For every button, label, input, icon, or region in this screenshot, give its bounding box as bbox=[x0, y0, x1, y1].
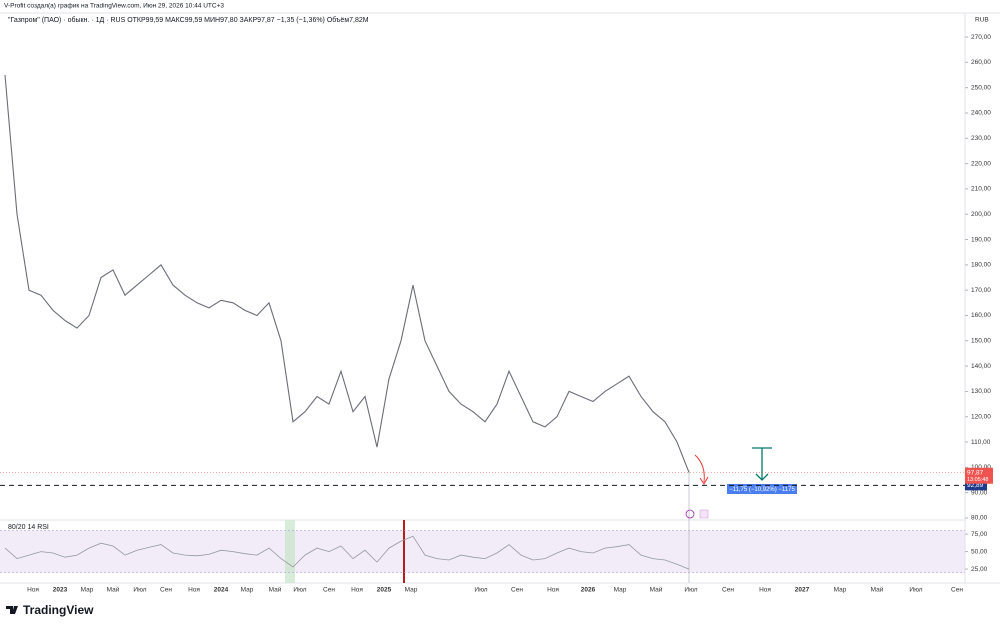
y-tick-label: 25,00 bbox=[971, 566, 988, 573]
y-tick-label: 150,00 bbox=[971, 338, 991, 345]
y-tick-label: 170,00 bbox=[971, 287, 991, 294]
x-tick-label: Ноя bbox=[27, 587, 39, 594]
x-tick-label: Сен bbox=[951, 587, 963, 594]
y-tick-label: 75,00 bbox=[971, 531, 988, 538]
y-tick-label: 80,00 bbox=[971, 515, 988, 522]
y-tick-label: 180,00 bbox=[971, 262, 991, 269]
x-tick-label: Май bbox=[107, 586, 120, 594]
x-tick-label: Ноя bbox=[188, 587, 200, 594]
brand-logo bbox=[6, 606, 18, 614]
y-tick-label: 200,00 bbox=[971, 211, 991, 218]
x-tick-label: 2027 bbox=[795, 587, 810, 594]
x-tick-label: Июл bbox=[684, 587, 697, 594]
x-tick-label: 2025 bbox=[377, 587, 392, 594]
y-tick-label: 220,00 bbox=[971, 160, 991, 167]
legend: "Газпром" (ПАО) · обыкн. · 1Д · RUS ОТКР… bbox=[8, 16, 369, 24]
measure-arrow bbox=[752, 447, 772, 481]
x-tick-label: Мар bbox=[405, 587, 418, 594]
x-tick-label: Мар bbox=[81, 587, 94, 594]
brand: TradingView bbox=[23, 603, 94, 617]
x-tick-label: Июл bbox=[909, 587, 922, 594]
x-tick-label: Мар bbox=[241, 587, 254, 594]
x-tick-label: 2024 bbox=[214, 587, 229, 594]
y-tick-label: 120,00 bbox=[971, 413, 991, 420]
x-tick-label: Сен bbox=[722, 587, 734, 594]
x-tick-label: Ноя bbox=[547, 587, 559, 594]
highlight-band bbox=[285, 520, 295, 583]
y-tick-label: 250,00 bbox=[971, 84, 991, 91]
y-tick-label: 240,00 bbox=[971, 110, 991, 117]
x-tick-label: Ноя bbox=[759, 587, 771, 594]
y-tick-label: 270,00 bbox=[971, 34, 991, 41]
x-tick-label: Сен bbox=[160, 587, 172, 594]
y-tick-label: 260,00 bbox=[971, 59, 991, 66]
y-tick-label: 90,00 bbox=[971, 489, 988, 496]
x-tick-label: 2026 bbox=[581, 587, 596, 594]
attribution: V-Profit создал(а) график на TradingView… bbox=[4, 3, 224, 10]
last-price-label: 97,87 bbox=[967, 469, 984, 476]
x-tick-label: Май bbox=[871, 586, 884, 594]
y-tick-label: 160,00 bbox=[971, 312, 991, 319]
measure-label: −11,75 (−10,92%) −1175 bbox=[729, 487, 795, 493]
level-label: 92,89 bbox=[967, 482, 984, 489]
x-tick-label: Май bbox=[269, 586, 282, 594]
x-tick-label: Ноя bbox=[351, 587, 363, 594]
x-tick-label: Мар bbox=[834, 587, 847, 594]
countdown: 13:05:48 bbox=[967, 477, 988, 483]
y-tick-label: 100,00 bbox=[971, 464, 991, 471]
last-price-box bbox=[965, 467, 993, 484]
rsi-line bbox=[4, 535, 690, 570]
y-tick-label: 110,00 bbox=[971, 439, 991, 446]
x-tick-label: Мар bbox=[614, 587, 627, 594]
event-icon[interactable] bbox=[685, 509, 695, 519]
y-tick-label: 130,00 bbox=[971, 388, 991, 395]
measure-box bbox=[727, 484, 797, 494]
x-tick-label: Май bbox=[650, 586, 663, 594]
y-tick-label: 210,00 bbox=[971, 186, 991, 193]
indicator-label: 80/20 14 RSI bbox=[8, 524, 49, 531]
y-tick-label: 230,00 bbox=[971, 135, 991, 142]
x-tick-label: Июл bbox=[474, 587, 487, 594]
earnings-icon[interactable] bbox=[699, 509, 709, 519]
y-tick-label: 190,00 bbox=[971, 236, 991, 243]
x-tick-label: Июл bbox=[133, 587, 146, 594]
price-line bbox=[4, 74, 690, 473]
currency: RUB bbox=[975, 17, 989, 24]
x-tick-label: 2023 bbox=[53, 587, 68, 594]
level-box bbox=[965, 480, 987, 491]
y-tick-label: 50,00 bbox=[971, 548, 988, 555]
rsi-band bbox=[0, 530, 965, 573]
arrow-annotation bbox=[694, 454, 709, 485]
x-tick-label: Сен bbox=[323, 587, 335, 594]
x-tick-label: Сен bbox=[511, 587, 523, 594]
y-tick-label: 140,00 bbox=[971, 363, 991, 370]
x-tick-label: Июл bbox=[293, 587, 306, 594]
